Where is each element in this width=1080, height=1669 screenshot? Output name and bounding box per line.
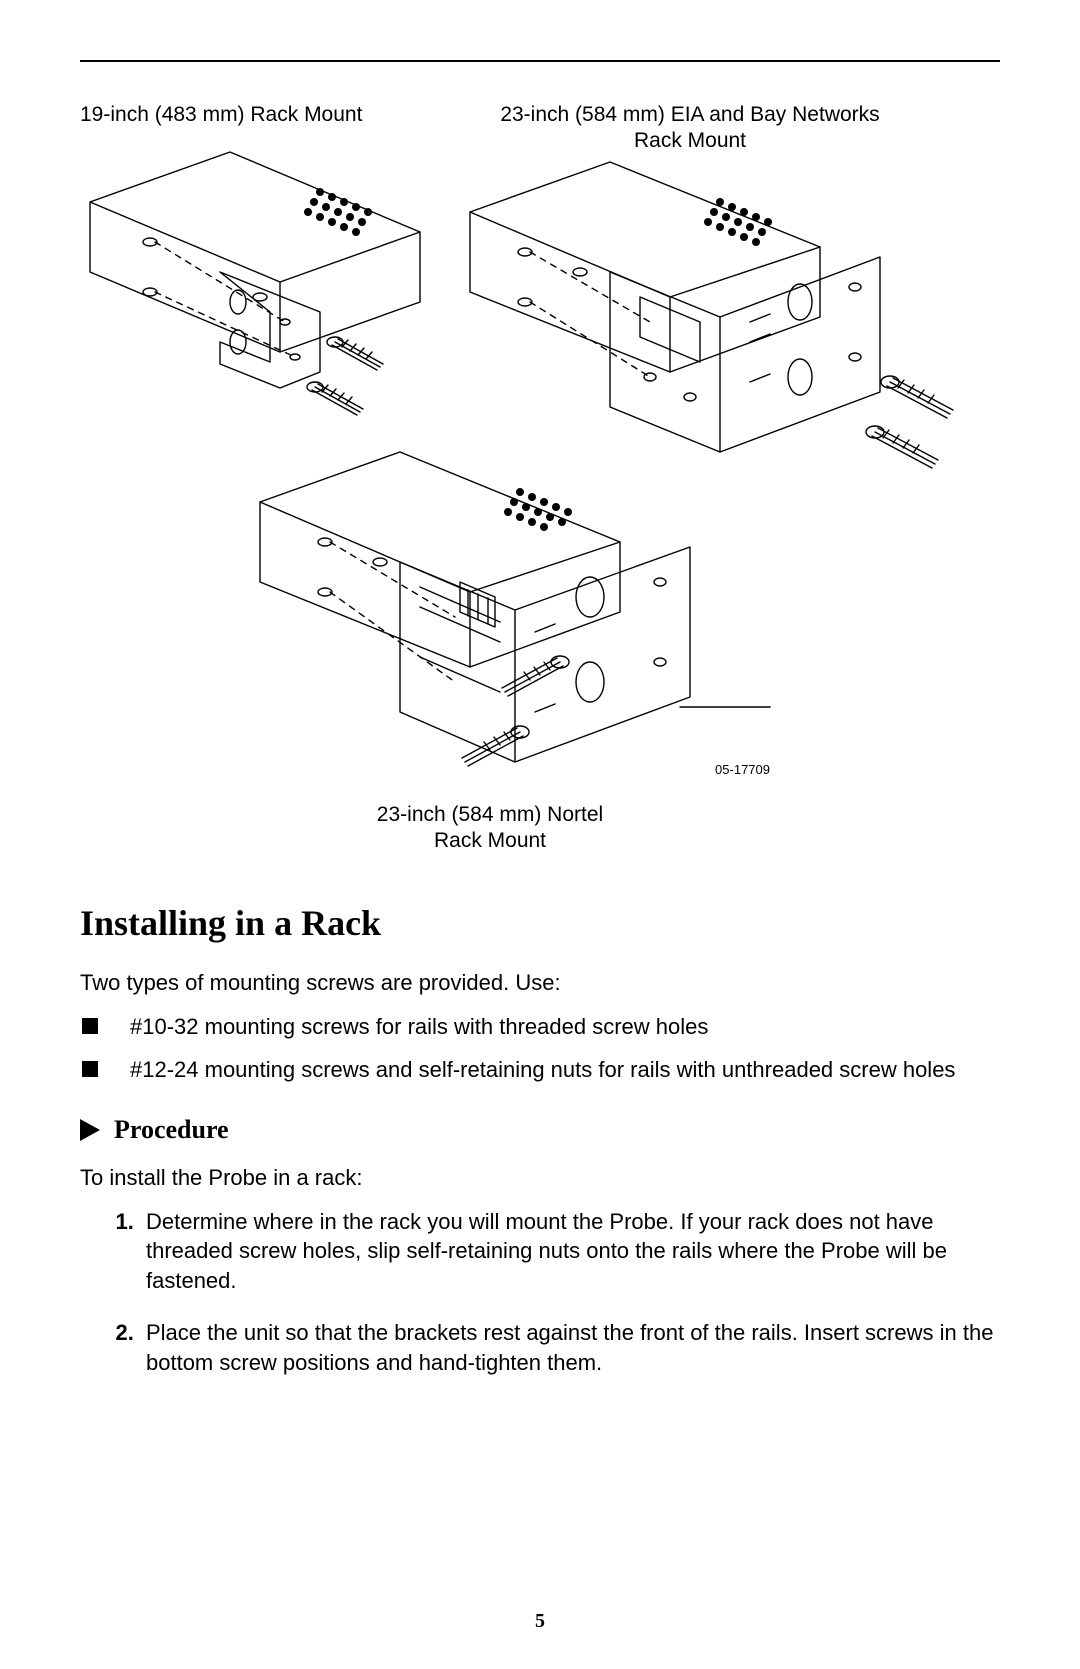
procedure-intro: To install the Probe in a rack: bbox=[80, 1163, 1000, 1193]
section-intro: Two types of mounting screws are provide… bbox=[80, 968, 1000, 998]
figure-label-23inch-nortel-line2: Rack Mount bbox=[434, 829, 546, 852]
header-rule bbox=[80, 60, 1000, 62]
list-item: #10-32 mounting screws for rails with th… bbox=[80, 1012, 1000, 1042]
procedure-step: Determine where in the rack you will mou… bbox=[140, 1207, 1000, 1296]
list-item: #12-24 mounting screws and self-retainin… bbox=[80, 1055, 1000, 1085]
figure-label-23inch-eia-line2: Rack Mount bbox=[634, 129, 746, 152]
procedure-step: Place the unit so that the brackets rest… bbox=[140, 1318, 1000, 1377]
diagram-19inch-icon bbox=[80, 142, 440, 422]
procedure-heading: Procedure bbox=[114, 1115, 229, 1145]
figure-label-19inch: 19-inch (483 mm) Rack Mount bbox=[80, 102, 420, 128]
figure-label-23inch-nortel: 23-inch (584 mm) Nortel Rack Mount bbox=[340, 802, 640, 855]
rack-mount-figure: 19-inch (483 mm) Rack Mount 23-inch (584… bbox=[80, 102, 1000, 862]
diagram-23inch-nortel-icon bbox=[250, 432, 790, 792]
triangle-bullet-icon bbox=[80, 1119, 100, 1141]
figure-label-23inch-eia: 23-inch (584 mm) EIA and Bay Networks Ra… bbox=[440, 102, 940, 155]
procedure-steps: Determine where in the rack you will mou… bbox=[80, 1207, 1000, 1377]
figure-label-23inch-nortel-line1: 23-inch (584 mm) Nortel bbox=[377, 803, 603, 826]
document-page: 19-inch (483 mm) Rack Mount 23-inch (584… bbox=[0, 0, 1080, 1669]
figure-label-23inch-eia-line1: 23-inch (584 mm) EIA and Bay Networks bbox=[500, 103, 879, 126]
procedure-heading-row: Procedure bbox=[80, 1115, 1000, 1145]
section-title-installing-in-rack: Installing in a Rack bbox=[80, 902, 1000, 944]
screw-types-list: #10-32 mounting screws for rails with th… bbox=[80, 1012, 1000, 1085]
page-number: 5 bbox=[0, 1610, 1080, 1633]
